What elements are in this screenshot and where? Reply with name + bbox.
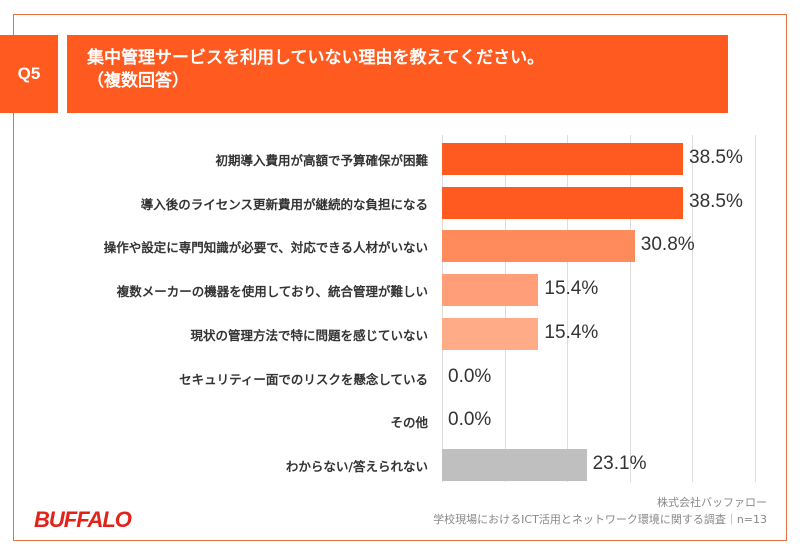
- bar: [442, 143, 683, 175]
- category-label: わからない/答えられない: [285, 458, 428, 474]
- gridline: [504, 135, 506, 482]
- bar: [442, 274, 539, 307]
- category-label: セキュリティー面でのリスクを懸念している: [179, 371, 428, 387]
- gridline: [442, 135, 443, 482]
- category-label: その他: [390, 415, 428, 431]
- category-label: 導入後のライセンス更新費用が継続的な負担になる: [140, 196, 428, 212]
- gridline: [755, 135, 756, 482]
- value-label: 38.5%: [689, 147, 743, 168]
- category-label: 初期導入費用が高額で予算確保が困難: [215, 153, 428, 168]
- category-label: 複数メーカーの機器を使用しており、統合管理が難しい: [116, 284, 428, 300]
- value-label: 30.8%: [640, 234, 695, 256]
- title-line1: 集中管理サービスを利用していない理由を教えてください。: [87, 48, 545, 68]
- category-label: 現状の管理方法で特に問題を感じていない: [190, 327, 428, 343]
- value-label: 23.1%: [592, 452, 647, 474]
- gridline: [629, 135, 631, 482]
- survey-source: 学校現場におけるICT活用とネットワーク環境に関する調査｜n=13: [433, 513, 767, 526]
- company-name: 株式会社バッファロー: [657, 496, 767, 509]
- value-label: 15.4%: [544, 321, 599, 343]
- question-title: 集中管理サービスを利用していない理由を教えてください。 （複数回答）: [67, 35, 728, 113]
- value-label: 0.0%: [448, 409, 492, 431]
- frame: [13, 14, 787, 541]
- bar: [442, 448, 587, 481]
- value-label: 0.0%: [448, 365, 492, 387]
- gridline: [567, 135, 569, 482]
- gridline: [692, 135, 694, 482]
- bar: [442, 230, 635, 263]
- title-line2: （複数回答）: [87, 71, 189, 91]
- bar: [442, 186, 683, 219]
- value-label: 15.4%: [544, 278, 599, 300]
- bar: [442, 317, 539, 350]
- category-label: 操作や設定に専門知識が必要で、対応できる人材がいない: [103, 240, 428, 256]
- value-label: 38.5%: [689, 190, 743, 212]
- buffalo-logo: BUFFALO: [34, 507, 132, 532]
- question-number: Q5: [0, 35, 58, 113]
